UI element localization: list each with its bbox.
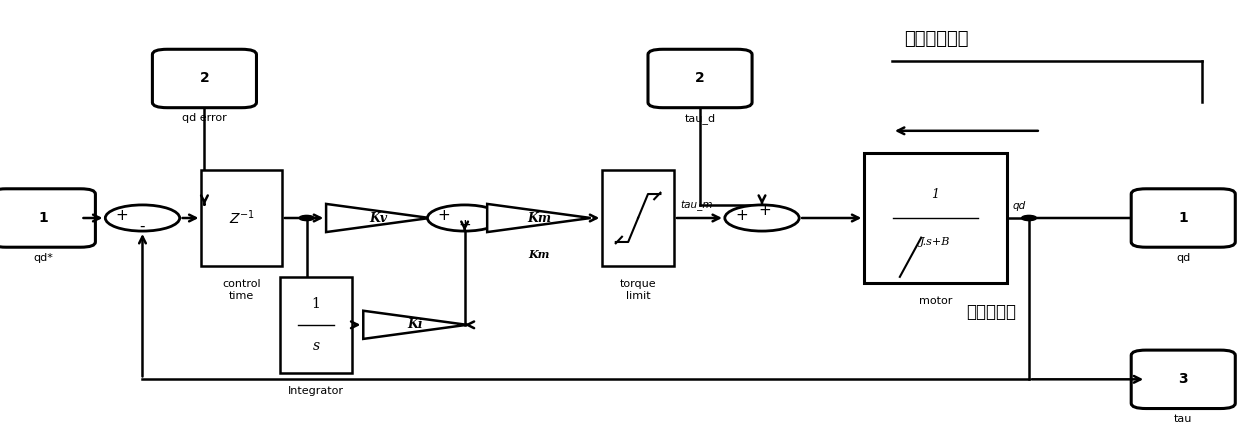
Text: 2: 2: [695, 72, 705, 85]
Text: $Z^{-1}$: $Z^{-1}$: [228, 209, 255, 227]
Text: Integrator: Integrator: [287, 386, 344, 396]
Circle shape: [105, 205, 180, 231]
Polygon shape: [487, 204, 591, 232]
Text: 1: 1: [38, 211, 48, 225]
Text: motor: motor: [919, 296, 952, 307]
Text: J.s+B: J.s+B: [921, 237, 950, 246]
Circle shape: [299, 215, 315, 221]
Text: tau_m: tau_m: [680, 201, 712, 211]
Circle shape: [725, 205, 799, 231]
Text: +: +: [735, 208, 748, 223]
Text: +: +: [758, 203, 771, 218]
Circle shape: [427, 205, 502, 231]
Text: torque
limit: torque limit: [620, 279, 657, 301]
Text: 1: 1: [311, 297, 321, 311]
Bar: [280, 277, 352, 373]
Text: -: -: [140, 218, 145, 233]
Text: tau_d: tau_d: [684, 113, 716, 124]
Text: Km: Km: [528, 249, 550, 260]
Text: control
time: control time: [222, 279, 261, 301]
Polygon shape: [326, 204, 430, 232]
Text: Kv: Kv: [369, 211, 387, 225]
Text: qd: qd: [1014, 201, 1026, 211]
FancyBboxPatch shape: [648, 49, 752, 108]
Bar: [865, 153, 1006, 283]
Text: 1: 1: [932, 188, 939, 201]
FancyBboxPatch shape: [152, 49, 256, 108]
Text: qd*: qd*: [33, 253, 53, 263]
FancyBboxPatch shape: [1131, 350, 1235, 409]
Text: 1: 1: [1178, 211, 1188, 225]
FancyBboxPatch shape: [1131, 189, 1235, 247]
Text: +: +: [437, 208, 451, 223]
Text: tau: tau: [1175, 414, 1192, 424]
Text: Ki: Ki: [408, 318, 422, 331]
Circle shape: [1021, 215, 1036, 221]
Text: 前馈补偿力矩: 前馈补偿力矩: [904, 30, 969, 48]
FancyBboxPatch shape: [0, 189, 95, 247]
Bar: [201, 170, 281, 266]
Text: 3: 3: [1178, 372, 1188, 386]
Text: Km: Km: [527, 211, 551, 225]
Bar: [602, 170, 674, 266]
Text: qd: qd: [1176, 253, 1191, 263]
Text: qd error: qd error: [182, 113, 227, 123]
Text: 2: 2: [199, 72, 209, 85]
Polygon shape: [363, 311, 467, 339]
Text: +: +: [458, 218, 471, 233]
Text: 电流环输入: 电流环输入: [966, 303, 1016, 321]
Text: +: +: [115, 208, 129, 223]
Text: s: s: [312, 339, 320, 353]
